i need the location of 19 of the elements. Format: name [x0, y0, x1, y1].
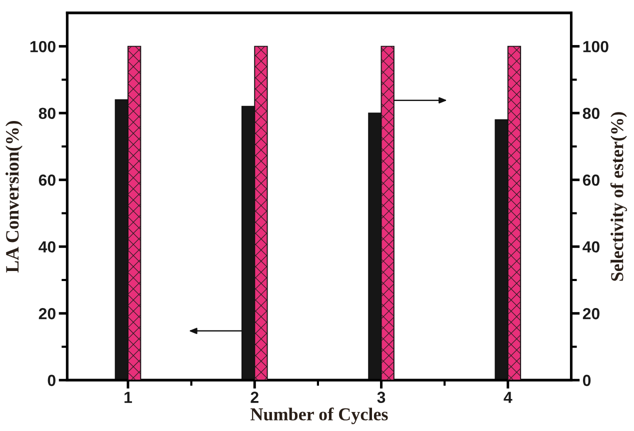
y2-tick-label: 20: [582, 308, 600, 320]
y-tick-label: 60: [38, 174, 56, 186]
y-tick-label: 80: [38, 108, 56, 120]
x-tick-label: 1: [124, 392, 132, 403]
y-tick-label: 20: [38, 308, 56, 320]
y2-tick-label: 0: [582, 374, 591, 386]
y-tick-label: 100: [30, 40, 56, 52]
x-tick-label: 2: [250, 392, 258, 403]
x-tick-label: 4: [504, 392, 512, 403]
y2-axis-title: Selectivity of ester(%): [610, 112, 627, 281]
y2-tick-label: 80: [582, 108, 600, 120]
x-tick-label: 3: [377, 392, 386, 404]
y-tick-label: 0: [48, 374, 56, 386]
x-axis-title: Number of Cycles: [250, 408, 388, 424]
y2-tick-label: 100: [583, 40, 608, 52]
y-axis-title: LA Conversion(%): [6, 121, 22, 273]
y2-tick-label: 40: [582, 241, 600, 253]
y-tick-label: 40: [38, 241, 56, 253]
y2-tick-label: 60: [582, 174, 600, 186]
